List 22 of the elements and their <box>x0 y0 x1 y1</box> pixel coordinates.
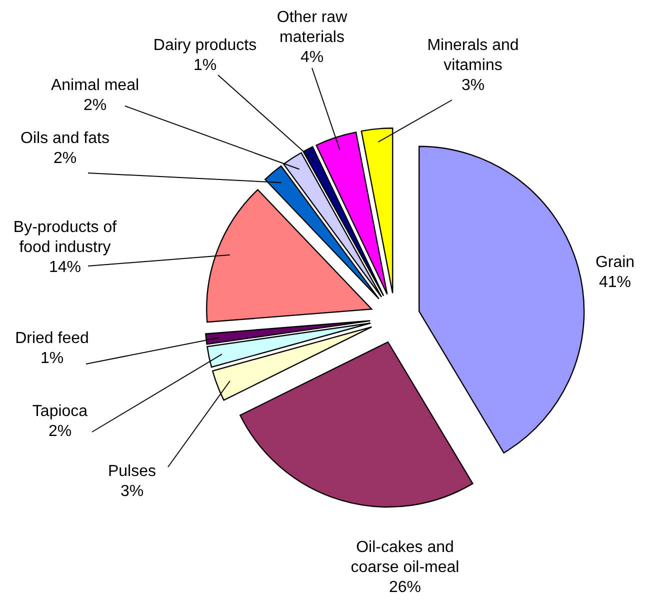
data-label: 1% <box>40 350 64 367</box>
slice-label: Other raw materials <box>276 9 348 46</box>
data-label: 3% <box>461 77 485 94</box>
slice-label: Pulses <box>108 463 156 480</box>
slice-label: Tapioca <box>32 403 88 420</box>
data-label: 14% <box>48 259 82 276</box>
data-label: 2% <box>48 423 72 440</box>
data-label: 26% <box>388 579 422 596</box>
slice-label: Dairy products <box>153 37 257 54</box>
slice-label: Oil-cakes and coarse oil-meal <box>350 539 460 576</box>
slice-label: By-products of food industry <box>13 219 118 256</box>
slice-label: Minerals and vitamins <box>427 37 519 74</box>
slice-label: Dried feed <box>15 330 89 347</box>
data-label: 2% <box>83 97 107 114</box>
data-label: 2% <box>53 150 77 167</box>
slice-label: Oils and fats <box>20 130 110 147</box>
data-label: 3% <box>120 483 144 500</box>
slice-label: Animal meal <box>50 77 140 94</box>
data-label: 1% <box>193 57 217 74</box>
slice-label: Grain <box>595 254 635 271</box>
data-label: 41% <box>598 274 632 291</box>
data-label: 4% <box>300 49 324 66</box>
